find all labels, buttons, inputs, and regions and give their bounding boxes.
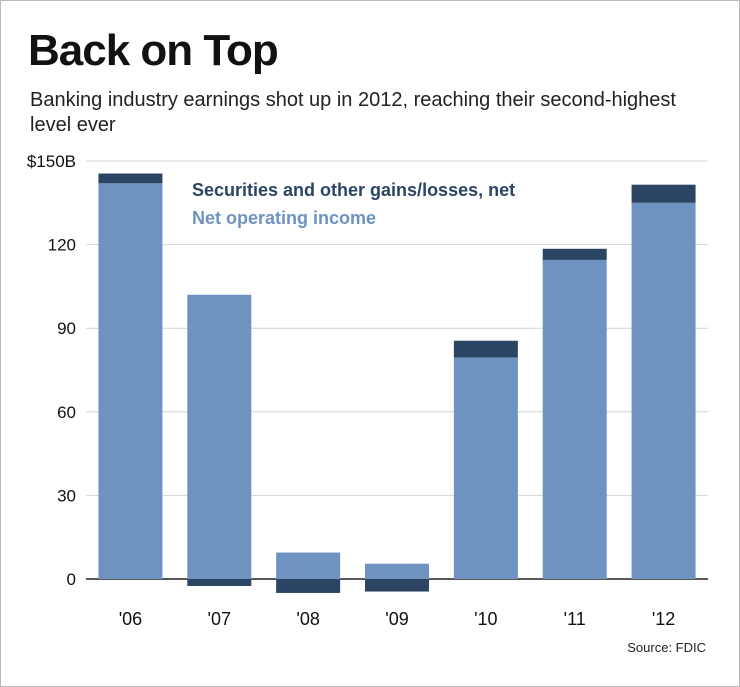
y-tick-label: 60 [57,403,76,422]
legend-net-operating-income: Net operating income [192,208,376,228]
legend: Securities and other gains/losses, net Ne… [192,180,515,228]
bar-securities-gains-losses [542,248,607,260]
x-category-label: '11 [564,609,586,629]
y-tick-label: 90 [57,319,76,338]
gridlines [86,160,708,580]
bar-securities-gains-losses [365,579,429,592]
y-tick-label: 120 [48,236,76,255]
x-category-label: '09 [385,609,408,629]
legend-securities-gains-losses: Securities and other gains/losses, net [192,180,515,200]
source-note: Source: FDIC [627,640,706,655]
y-tick-label: 0 [67,570,76,589]
bar-net-operating-income [98,183,163,579]
bar-net-operating-income [187,294,252,579]
bar-securities-gains-losses [276,579,341,593]
bar-securities-gains-losses [453,340,518,358]
y-tick-label: 30 [57,486,76,505]
y-axis-ticks: $150B 120 90 60 30 0 [27,152,76,589]
bar-securities-gains-losses [98,173,163,184]
bar-net-operating-income [365,563,429,579]
bar-net-operating-income [276,552,341,579]
x-category-label: '08 [296,609,319,629]
y-tick-label: $150B [27,152,76,171]
chart-subtitle: Banking industry earnings shot up in 201… [30,89,676,136]
bar-net-operating-income [453,357,518,579]
chart-title: Back on Top [28,26,279,75]
bar-securities-gains-losses [187,579,252,586]
x-category-label: '10 [474,609,497,629]
x-category-label: '07 [208,609,231,629]
bar-net-operating-income [542,259,607,579]
x-category-label: '06 [119,609,142,629]
bar-securities-gains-losses [631,184,696,203]
x-axis-labels: '06 '07 '08 '09 '10 '11 '12 [119,609,676,629]
bar-net-operating-income [631,202,696,580]
x-category-label: '12 [652,609,675,629]
bars [98,173,696,593]
